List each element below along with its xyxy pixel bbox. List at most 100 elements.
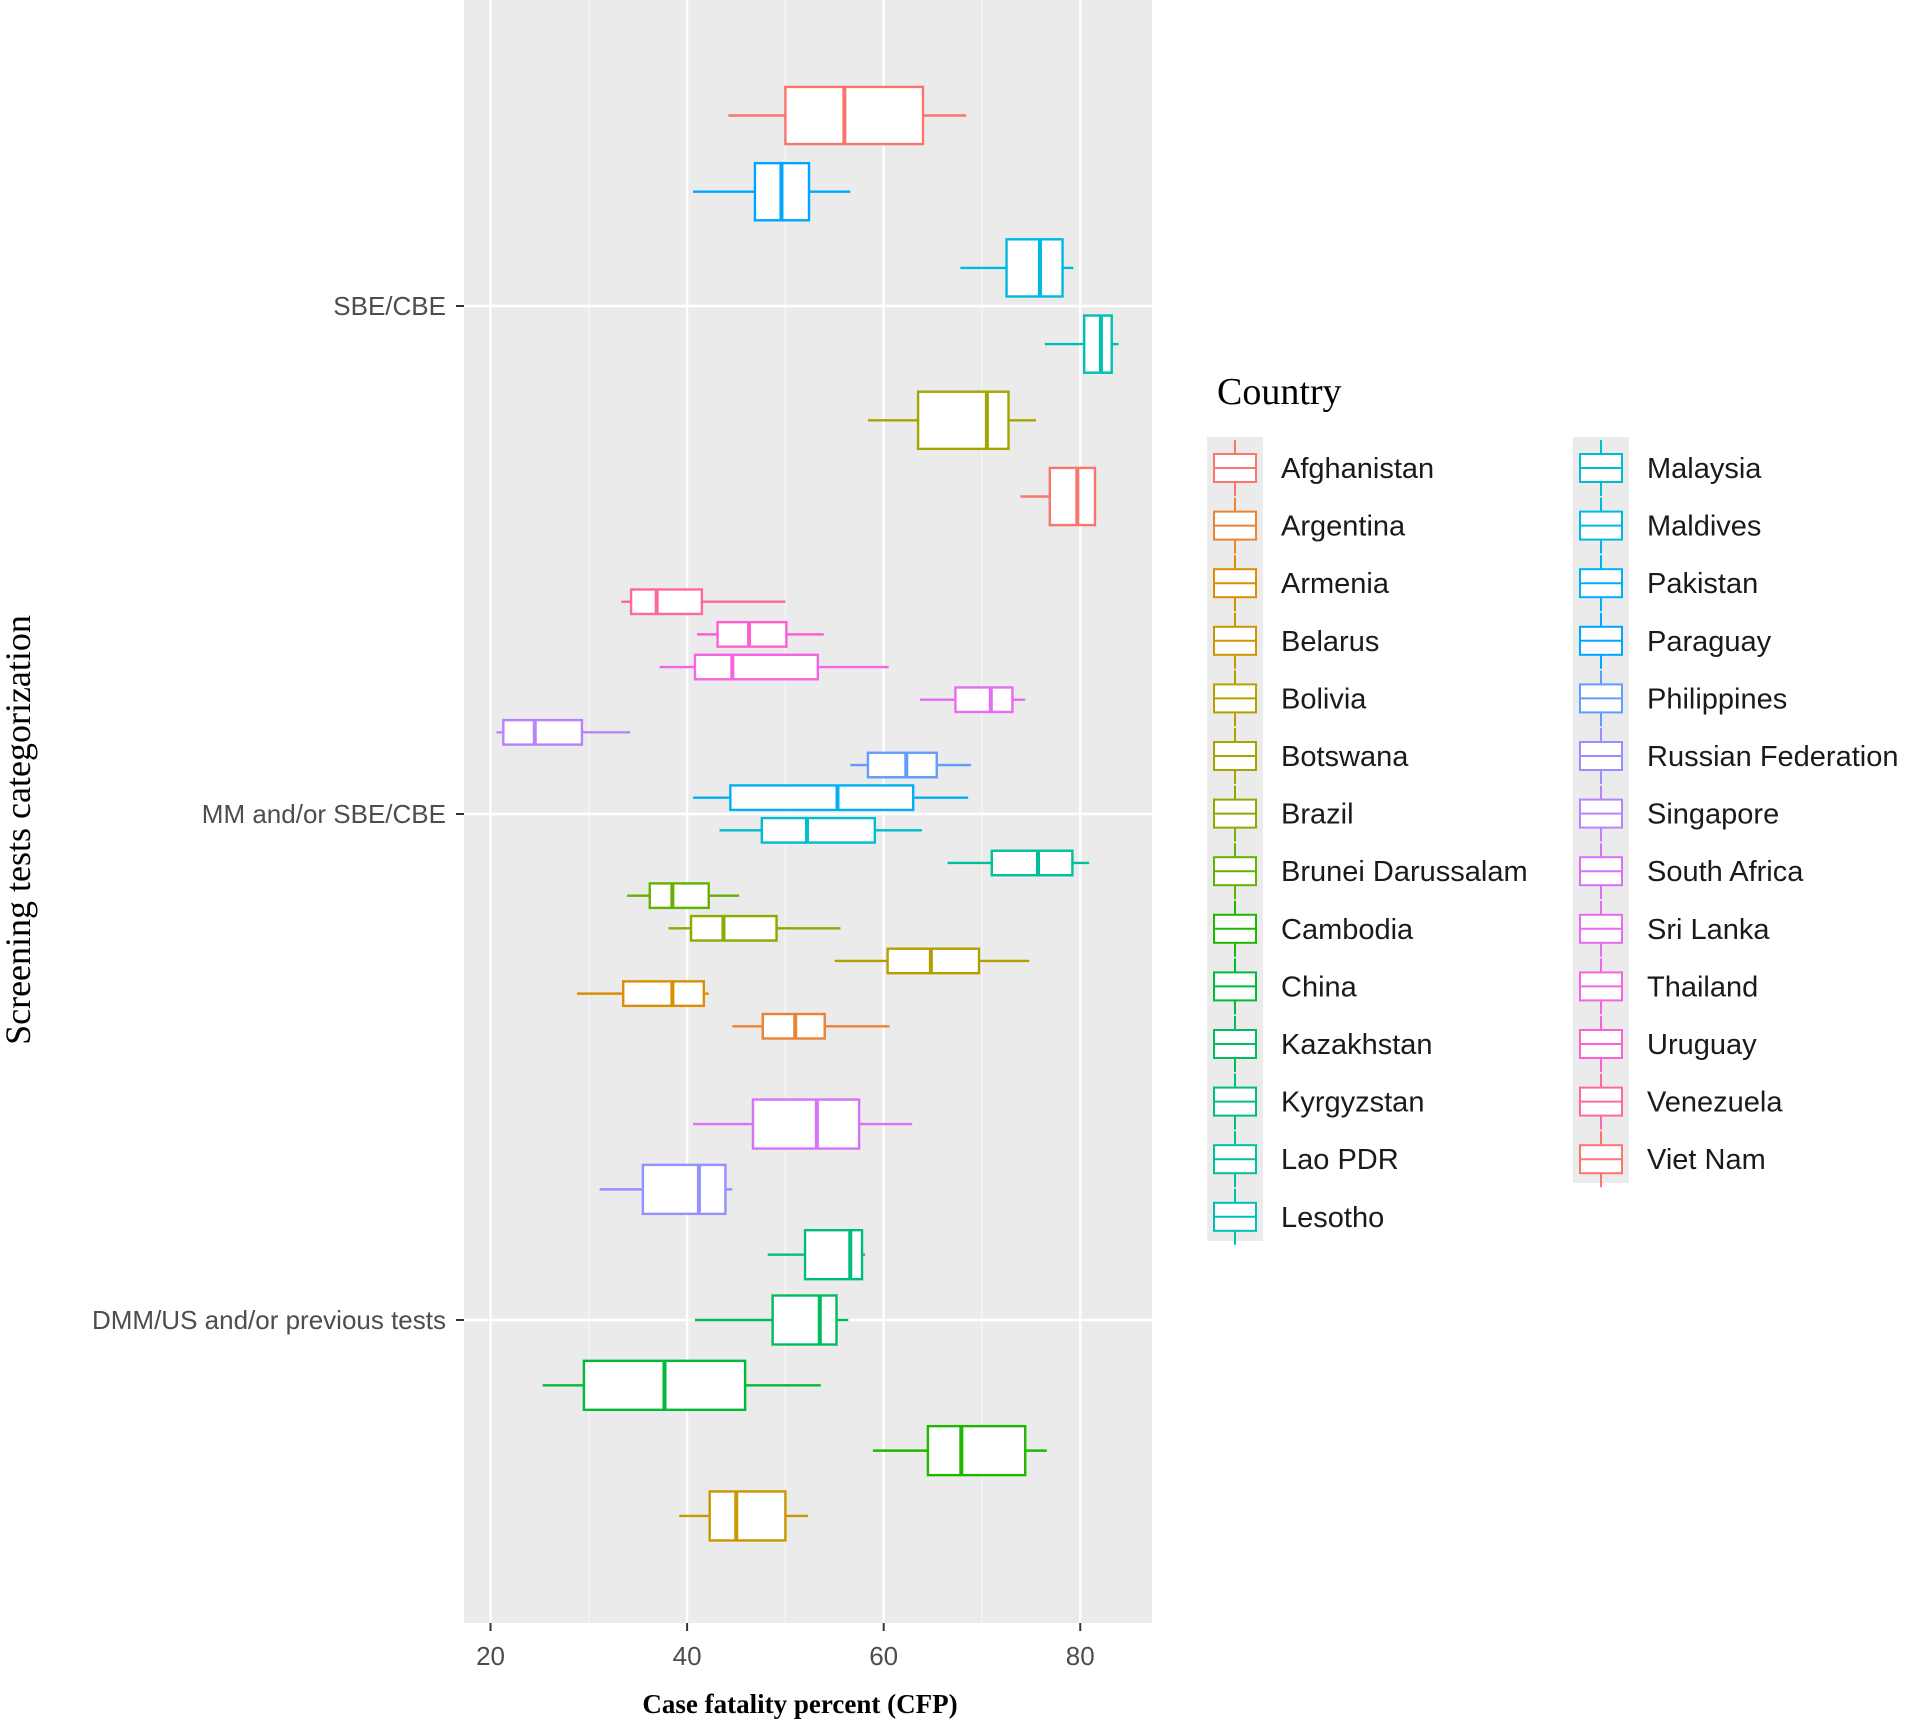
legend-item-botswana: Botswana [1213, 728, 1409, 784]
box-iqr [1082, 314, 1113, 374]
box-kyrgyzstan [767, 1228, 866, 1281]
legend-label: Armenia [1281, 568, 1390, 600]
legend-item-afghanistan: Afghanistan [1213, 440, 1434, 496]
legend-item-argentina: Argentina [1213, 497, 1406, 554]
x-tick-label: 80 [1066, 1641, 1095, 1671]
legend-item-philippines: Philippines [1579, 670, 1787, 727]
legend-label: Kazakhstan [1281, 1029, 1433, 1061]
box-uruguay [696, 620, 824, 648]
box-iqr [760, 816, 877, 844]
legend-item-malaysia: Malaysia [1579, 440, 1762, 496]
legend-item-maldives: Maldives [1579, 497, 1761, 554]
box-iqr [648, 882, 710, 910]
legend-label: Afghanistan [1281, 453, 1434, 485]
legend-item-armenia: Armenia [1213, 555, 1390, 612]
box-thailand [659, 653, 889, 681]
legend-item-belarus: Belarus [1213, 612, 1379, 669]
box-iqr [926, 1424, 1027, 1477]
box-viet-nam [1020, 466, 1097, 527]
legend-item-brazil: Brazil [1213, 785, 1354, 842]
box-afghanistan [728, 85, 967, 146]
legend-label: Russian Federation [1647, 741, 1898, 773]
box-iqr [916, 390, 1010, 451]
box-pakistan [693, 784, 969, 812]
y-tick-label: MM and/or SBE/CBE [202, 799, 446, 829]
legend-label: China [1281, 971, 1358, 1003]
legend-item-paraguay: Paraguay [1579, 612, 1772, 669]
box-iqr [990, 849, 1074, 877]
box-armenia [577, 980, 709, 1008]
legend-item-south-africa: South Africa [1579, 843, 1804, 900]
legend-label: South Africa [1647, 856, 1804, 888]
legend-item-venezuela: Venezuela [1579, 1073, 1783, 1130]
legend-label: Uruguay [1647, 1029, 1757, 1061]
box-kazakhstan [694, 1294, 849, 1346]
legend-label: Pakistan [1647, 568, 1758, 600]
legend-label: Viet Nam [1647, 1144, 1766, 1176]
box-argentina [732, 1012, 890, 1040]
legend-item-kazakhstan: Kazakhstan [1213, 1016, 1433, 1072]
legend-label: Malaysia [1647, 453, 1762, 485]
legend-item-sri-lanka: Sri Lanka [1579, 900, 1770, 957]
x-tick-label: 40 [673, 1641, 702, 1671]
box-iqr [729, 784, 915, 812]
legend-label: Botswana [1281, 741, 1409, 773]
legend-item-brunei-darussalam: Brunei Darussalam [1213, 843, 1528, 900]
legend: Country Afghanistan Argentina Armenia Belar… [1207, 371, 1898, 1245]
box-sri-lanka [920, 686, 1026, 714]
legend-label: Belarus [1281, 626, 1379, 658]
legend-label: Brunei Darussalam [1281, 856, 1528, 888]
box-iqr [629, 588, 704, 616]
legend-label: Kyrgyzstan [1281, 1087, 1424, 1119]
legend-item-thailand: Thailand [1579, 958, 1758, 1015]
box-iqr [641, 1163, 727, 1216]
legend-label: Lesotho [1281, 1202, 1384, 1234]
y-tick-label: SBE/CBE [333, 291, 446, 321]
box-iqr [751, 1098, 861, 1150]
box-iqr [771, 1294, 838, 1346]
y-axis-title: Screening tests categorization [0, 615, 38, 1045]
box-maldives [960, 238, 1074, 298]
legend-item-viet-nam: Viet Nam [1579, 1131, 1766, 1188]
legend-item-china: China [1213, 958, 1358, 1015]
legend-label: Philippines [1647, 683, 1787, 715]
box-iqr [954, 686, 1014, 714]
legend-item-pakistan: Pakistan [1579, 555, 1758, 612]
legend-item-kyrgyzstan: Kyrgyzstan [1213, 1073, 1424, 1130]
box-brunei-darussalam [627, 882, 740, 910]
box-malaysia [719, 816, 923, 844]
boxes-layer [496, 85, 1119, 1542]
legend-label: Singapore [1647, 799, 1779, 831]
legend-item-lao-pdr: Lao PDR [1213, 1131, 1399, 1188]
legend-label: Brazil [1281, 799, 1354, 831]
y-tick-label: DMM/US and/or previous tests [92, 1305, 446, 1335]
box-botswana [867, 390, 1037, 451]
legend-item-uruguay: Uruguay [1579, 1016, 1757, 1072]
legend-item-lesotho: Lesotho [1213, 1188, 1384, 1245]
box-iqr [622, 980, 706, 1008]
box-brazil [668, 914, 841, 942]
box-singapore [496, 718, 631, 746]
box-paraguay [693, 161, 851, 222]
legend-label: Paraguay [1647, 626, 1772, 658]
box-iqr [502, 718, 584, 746]
box-iqr [693, 653, 820, 681]
legend-item-singapore: Singapore [1579, 785, 1779, 842]
legend-label: Bolivia [1281, 683, 1367, 715]
box-iqr [803, 1228, 864, 1281]
x-tick-label: 20 [476, 1641, 505, 1671]
legend-title: Country [1217, 371, 1342, 413]
legend-label: Lao PDR [1281, 1144, 1399, 1176]
box-lao-pdr [947, 849, 1090, 877]
legend-label: Argentina [1281, 511, 1406, 543]
legend-label: Sri Lanka [1647, 914, 1770, 946]
box-iqr [716, 620, 788, 648]
legend-item-cambodia: Cambodia [1213, 900, 1414, 957]
legend-item-russian-federation: Russian Federation [1579, 728, 1898, 784]
legend-label: Cambodia [1281, 914, 1414, 946]
box-russian-federation [599, 1163, 733, 1216]
box-cambodia [872, 1424, 1047, 1477]
box-iqr [886, 947, 981, 975]
legend-label: Maldives [1647, 511, 1761, 543]
